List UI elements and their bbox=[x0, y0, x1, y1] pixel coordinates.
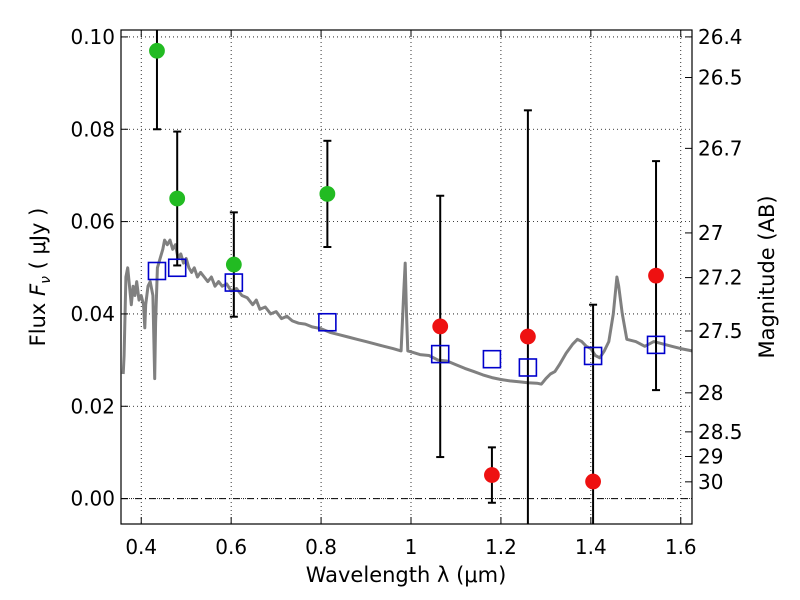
optical-data-point bbox=[319, 185, 336, 202]
model-band-square bbox=[646, 335, 666, 355]
model-band-square bbox=[518, 358, 538, 377]
y-tick-label: 0.08 bbox=[70, 117, 115, 141]
mag-tick-label: 26.4 bbox=[698, 25, 743, 49]
mag-tick-label: 27.5 bbox=[698, 319, 743, 343]
x-tick-label: 1.4 bbox=[575, 535, 607, 559]
model-band-square bbox=[224, 273, 244, 292]
model-spectrum-line bbox=[121, 238, 693, 386]
model-band-square bbox=[482, 349, 502, 369]
mag-tick-label: 27.2 bbox=[698, 266, 743, 290]
y-tick-label: 0.04 bbox=[70, 302, 115, 326]
x-tick-label: 0.6 bbox=[215, 535, 247, 559]
mag-tick-label: 30 bbox=[698, 470, 723, 494]
y-tick-label: 0.00 bbox=[70, 487, 115, 511]
x-tick-label: 1.2 bbox=[485, 535, 517, 559]
y-tick-label: 0.02 bbox=[70, 394, 115, 418]
x-axis-label: Wavelength λ (μm) bbox=[306, 563, 507, 587]
y-tick-label: 0.10 bbox=[70, 25, 115, 49]
mag-tick-label: 28.5 bbox=[698, 420, 743, 444]
mag-tick-label: 26.5 bbox=[698, 66, 743, 90]
model-band-square bbox=[583, 346, 603, 366]
plot-frame bbox=[120, 29, 693, 525]
nir-data-point bbox=[585, 473, 601, 490]
tick-labels: 0.4 0.6 0.8 1 1.2 1.4 1.6 0.00 0.02 0.04 0.06 0.08 0… bbox=[70, 25, 742, 559]
nir-data-point bbox=[432, 318, 449, 335]
y-axis-label: Flux Fν ( μJy ) bbox=[26, 208, 54, 347]
optical-data-point bbox=[225, 256, 242, 273]
model-band-square bbox=[147, 261, 167, 281]
nir-data-point bbox=[648, 267, 664, 284]
x-tick-label: 0.8 bbox=[305, 535, 337, 559]
nir-data-point bbox=[484, 467, 500, 483]
axis-ticks bbox=[121, 30, 692, 524]
mag-tick-label: 27 bbox=[698, 221, 723, 245]
mag-tick-label: 29 bbox=[698, 444, 723, 468]
model-band-square bbox=[430, 344, 450, 364]
optical-data-point bbox=[149, 42, 165, 59]
nir-data-point bbox=[519, 328, 536, 345]
mag-tick-label: 28 bbox=[698, 381, 723, 405]
data-markers bbox=[147, 42, 666, 490]
x-tick-label: 1.6 bbox=[665, 535, 697, 559]
model-band-square bbox=[167, 258, 187, 278]
y-tick-label: 0.06 bbox=[70, 210, 115, 234]
x-tick-label: 0.4 bbox=[125, 535, 157, 559]
optical-data-point bbox=[169, 190, 186, 207]
x-tick-label: 1 bbox=[405, 535, 418, 559]
model-band-square bbox=[318, 312, 337, 332]
mag-tick-label: 26.7 bbox=[698, 136, 743, 160]
y2-axis-label: Magnitude (AB) bbox=[755, 195, 779, 358]
